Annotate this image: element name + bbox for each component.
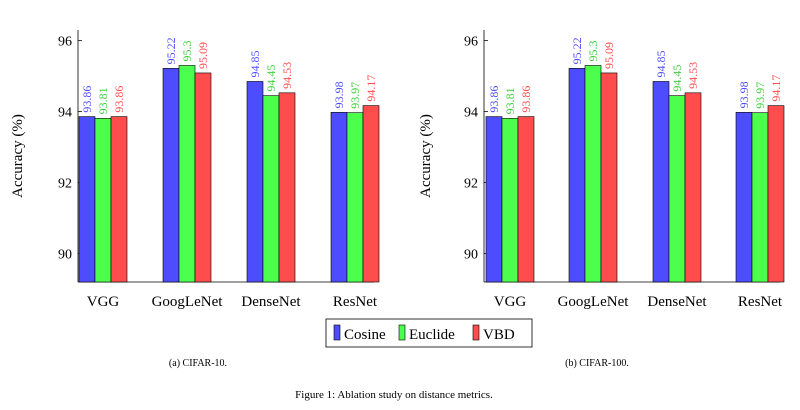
chart-cifar10-axes — [77, 30, 374, 283]
chart-cifar100-ytick-label-3: 96 — [464, 35, 478, 50]
chart-cifar100-bar-resnet-euclide — [751, 112, 769, 283]
chart-cifar10-value-label-vgg-euclide: 93.81 — [96, 87, 110, 114]
chart-cifar10-value-label-resnet-euclide: 93.97 — [348, 82, 362, 109]
chart-cifar100-bar-resnet-cosine — [735, 112, 753, 283]
chart-cifar10-value-label-densenet-euclide: 94.45 — [264, 65, 278, 92]
chart-cifar10-y-axis-label: Accuracy (%) — [10, 114, 26, 198]
chart-cifar100-bar-googlenet-vbd — [600, 72, 618, 283]
chart-cifar100-value-label-vgg-euclide: 93.81 — [503, 87, 517, 114]
chart-cifar10-value-label-densenet-vbd: 94.53 — [280, 62, 294, 89]
chart-cifar100-value-label-googlenet-cosine: 95.22 — [570, 37, 584, 64]
chart-cifar100-value-label-densenet-euclide: 94.45 — [670, 65, 684, 92]
chart-cifar10-value-label-densenet-cosine: 94.85 — [248, 50, 262, 77]
chart-cifar100-ytick-label-1: 92 — [464, 177, 478, 192]
chart-cifar10-bar-vgg-cosine — [78, 116, 96, 283]
chart-cifar10-ytick-label-3: 96 — [58, 35, 72, 50]
chart-cifar10: 90 92 94 96 93.86 93.81 93.86 VGG 95.22 95.3 95.09… — [10, 30, 380, 369]
chart-cifar100-category-label-3: ResNet — [738, 294, 783, 310]
legend-label-euclide: Euclide — [409, 327, 455, 343]
chart-cifar10-marks: 90 92 94 96 93.86 93.81 93.86 VGG 95.22 95.3 95.09… — [58, 35, 380, 310]
legend-label-cosine: Cosine — [344, 327, 386, 343]
chart-cifar100-bar-densenet-vbd — [684, 92, 702, 283]
legend: Cosine Euclide VBD — [325, 318, 533, 348]
chart-cifar10-category-label-0: VGG — [87, 294, 120, 310]
chart-cifar100-bar-vgg-cosine — [485, 116, 503, 283]
chart-cifar100-y-axis-label: Accuracy (%) — [418, 114, 434, 198]
chart-cifar100-bar-vgg-vbd — [517, 116, 535, 283]
chart-cifar100-value-label-densenet-cosine: 94.85 — [654, 50, 668, 77]
chart-cifar10-bar-resnet-vbd — [362, 105, 380, 283]
chart-cifar100-ytick-label-2: 94 — [464, 106, 478, 121]
legend-swatch-cosine — [333, 324, 341, 341]
chart-cifar10-value-label-resnet-cosine: 93.98 — [332, 81, 346, 108]
chart-cifar100-value-label-resnet-cosine: 93.98 — [737, 81, 751, 108]
chart-cifar10-ytick-label-0: 90 — [58, 248, 72, 263]
chart-cifar100-value-label-resnet-vbd: 94.17 — [769, 75, 783, 102]
chart-cifar100-category-label-0: VGG — [494, 294, 527, 310]
chart-cifar100: 90 92 94 96 93.86 93.81 93.86 VGG 95.22 95.3 95.09… — [418, 30, 785, 369]
chart-cifar100-value-label-vgg-cosine: 93.86 — [487, 86, 501, 113]
chart-cifar100-ytick-label-0: 90 — [464, 248, 478, 263]
chart-cifar10-category-label-1: GoogLeNet — [152, 294, 224, 310]
chart-cifar100-bar-densenet-euclide — [668, 95, 686, 283]
chart-cifar100-bar-googlenet-euclide — [584, 65, 602, 283]
chart-cifar10-caption: (a) CIFAR-10. — [169, 358, 227, 369]
chart-cifar10-value-label-vgg-cosine: 93.86 — [80, 86, 94, 113]
legend-label-vbd: VBD — [483, 327, 515, 343]
chart-cifar10-value-label-resnet-vbd: 94.17 — [364, 75, 378, 102]
chart-cifar10-bar-googlenet-euclide — [178, 65, 196, 283]
legend-swatch-euclide — [398, 324, 406, 341]
chart-cifar100-bar-densenet-cosine — [652, 81, 670, 283]
chart-cifar100-value-label-resnet-euclide: 93.97 — [753, 82, 767, 109]
chart-cifar10-bar-resnet-cosine — [330, 112, 348, 283]
chart-cifar100-caption: (b) CIFAR-100. — [565, 358, 629, 369]
chart-cifar100-value-label-googlenet-euclide: 95.3 — [586, 40, 600, 61]
chart-cifar10-value-label-googlenet-vbd: 95.09 — [196, 42, 210, 69]
chart-cifar10-bar-resnet-euclide — [346, 112, 364, 283]
chart-cifar100-value-label-densenet-vbd: 94.53 — [686, 62, 700, 89]
chart-cifar10-ytick-label-1: 92 — [58, 177, 72, 192]
chart-cifar10-ytick-label-2: 94 — [58, 106, 72, 121]
chart-cifar10-bar-densenet-vbd — [278, 92, 296, 283]
chart-cifar10-value-label-googlenet-cosine: 95.22 — [164, 37, 178, 64]
chart-cifar10-bar-vgg-vbd — [110, 116, 128, 283]
chart-cifar100-value-label-vgg-vbd: 93.86 — [519, 86, 533, 113]
chart-cifar100-bar-vgg-euclide — [501, 118, 519, 283]
chart-cifar10-bar-densenet-euclide — [262, 95, 280, 283]
chart-cifar10-bar-densenet-cosine — [246, 81, 264, 283]
chart-cifar10-bar-vgg-euclide — [94, 118, 112, 283]
chart-cifar100-category-label-2: DenseNet — [647, 294, 707, 310]
chart-cifar10-category-label-2: DenseNet — [241, 294, 301, 310]
chart-cifar100-bar-googlenet-cosine — [568, 68, 586, 283]
legend-swatch-vbd — [472, 324, 480, 341]
chart-cifar100-category-label-1: GoogLeNet — [558, 294, 630, 310]
chart-cifar10-value-label-vgg-vbd: 93.86 — [112, 86, 126, 113]
chart-cifar10-bar-googlenet-vbd — [194, 72, 212, 283]
chart-cifar100-bar-resnet-vbd — [767, 105, 785, 283]
figure-caption: Figure 1: Ablation study on distance met… — [295, 389, 493, 401]
chart-cifar100-marks: 90 92 94 96 93.86 93.81 93.86 VGG 95.22 95.3 95.09… — [464, 35, 785, 310]
chart-cifar100-value-label-googlenet-vbd: 95.09 — [602, 42, 616, 69]
chart-cifar10-bar-googlenet-cosine — [162, 68, 180, 283]
chart-cifar10-value-label-googlenet-euclide: 95.3 — [180, 40, 194, 61]
chart-cifar10-category-label-3: ResNet — [333, 294, 378, 310]
legend-frame — [325, 318, 533, 348]
